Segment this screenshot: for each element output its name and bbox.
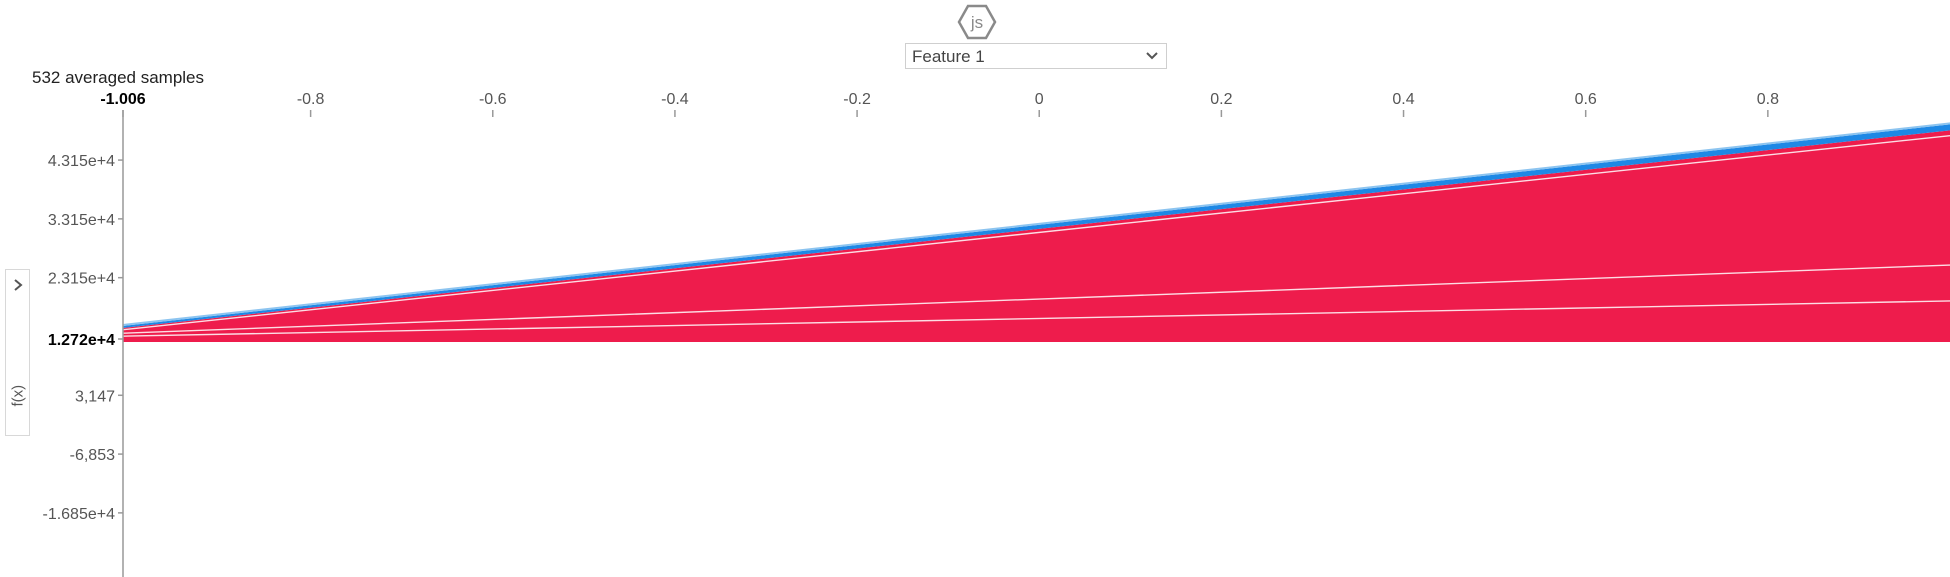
x-tick-label: 0.2 [1210, 91, 1232, 108]
force-area-negative [123, 124, 1950, 328]
y-tick-label: 3.315e+4 [48, 212, 115, 229]
x-tick-label: 0.4 [1392, 91, 1414, 108]
y-tick-label: 3,147 [75, 388, 115, 405]
x-tick-label: -1.006 [100, 91, 145, 108]
y-tick-label: -1.685e+4 [42, 506, 115, 523]
samples-count-label: 532 averaged samples [32, 68, 205, 87]
x-tick-label: 0 [1035, 91, 1044, 108]
force-area-positive [123, 130, 1950, 343]
top-bar: js Feature 1 [0, 0, 1950, 70]
series-line [122, 300, 1950, 337]
x-tick-label: 0.8 [1757, 91, 1779, 108]
x-tick-label: -0.2 [843, 91, 871, 108]
x-tick-label: -0.8 [297, 91, 325, 108]
y-tick-label: 1.272e+4 [48, 332, 115, 349]
x-tick-label: -0.6 [479, 91, 507, 108]
chevron-down-icon [1146, 52, 1158, 60]
series-line [122, 134, 1950, 331]
x-tick-label: -0.4 [661, 91, 689, 108]
series-line [122, 264, 1950, 334]
y-tick-label: 2.315e+4 [48, 271, 115, 288]
y-tick-label: 4.315e+4 [48, 153, 115, 170]
y-tick-label: -6,853 [70, 447, 115, 464]
x-tick-label: 0.6 [1575, 91, 1597, 108]
chevron-right-icon [14, 279, 23, 291]
feature-select[interactable]: Feature 1 [905, 43, 1167, 69]
force-area-negative-edge [123, 122, 1950, 326]
side-panel-toggle[interactable]: f(x) [5, 269, 30, 436]
svg-text:js: js [970, 13, 983, 32]
feature-select-value: Feature 1 [912, 47, 985, 66]
js-hexagon-logo: js [957, 4, 997, 40]
